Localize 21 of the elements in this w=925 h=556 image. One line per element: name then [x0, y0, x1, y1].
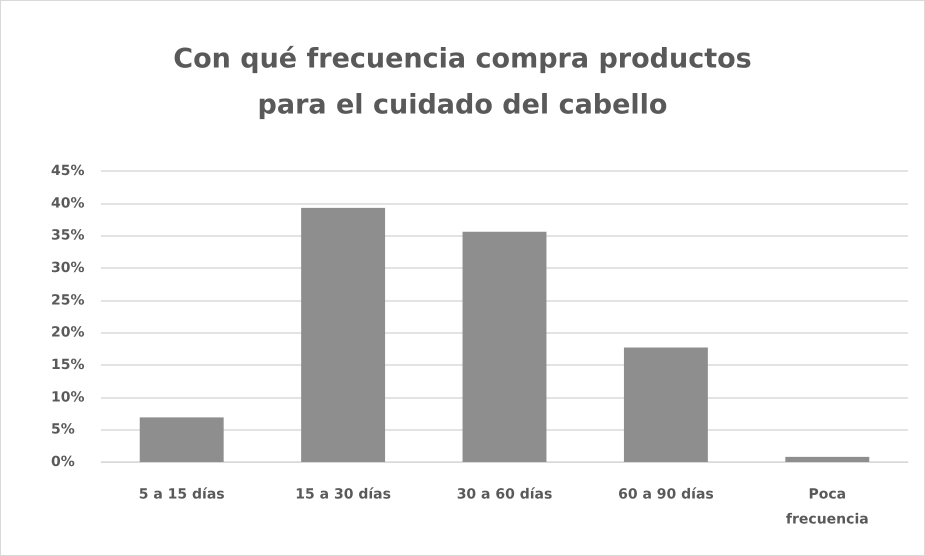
- y-tick-label: 25%: [51, 292, 85, 308]
- bar: [624, 348, 708, 462]
- x-tick-label: 5 a 15 días: [138, 486, 225, 502]
- x-tick-label: Poca frecuencia: [786, 486, 869, 528]
- y-tick-label: 45%: [51, 163, 85, 179]
- y-tick-label: 0%: [51, 454, 75, 470]
- y-tick-label: 15%: [51, 357, 85, 373]
- y-tick-label: 30%: [51, 260, 85, 276]
- y-tick-label: 35%: [51, 228, 85, 244]
- y-tick-label: 20%: [51, 324, 85, 341]
- bar: [140, 417, 224, 462]
- chart-title: Con qué frecuencia compra productos para el cuidado del cabello: [173, 44, 752, 120]
- bar: [462, 232, 546, 462]
- bar: [301, 208, 386, 462]
- bar: [785, 456, 870, 462]
- y-tick-label: 5%: [51, 422, 75, 438]
- x-tick-label: 30 a 60 días: [456, 486, 552, 502]
- x-tick-label: 15 a 30 días: [295, 486, 391, 502]
- y-tick-label: 40%: [51, 195, 85, 212]
- x-tick-label: 60 a 90 días: [618, 486, 714, 502]
- y-tick-label: 10%: [51, 389, 85, 406]
